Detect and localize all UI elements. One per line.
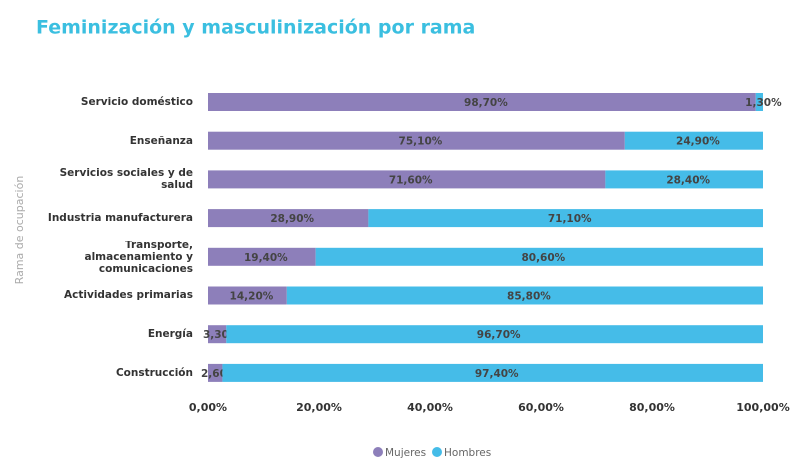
- category-label: Actividades primarias: [64, 289, 193, 302]
- legend-swatch: [432, 447, 442, 457]
- y-tick-label: Industria manufacturera: [47, 212, 193, 225]
- chart-title: Feminización y masculinización por rama: [36, 17, 475, 39]
- bar-segment: [208, 93, 756, 111]
- category-label: Construcción: [115, 366, 193, 379]
- bar-segment: [315, 247, 763, 266]
- category-label: Transporte, almacenamiento y comunicacio…: [84, 240, 194, 273]
- value-label: 80,60%: [521, 252, 565, 264]
- value-label: 71,60%: [389, 174, 433, 186]
- category-label: Industria manufacturera: [47, 212, 193, 225]
- x-tick-label: 60,00%: [518, 401, 564, 414]
- value-label: 85,80%: [507, 291, 551, 303]
- value-label: 96,70%: [477, 329, 521, 341]
- bar-segment: [286, 286, 763, 305]
- y-axis-title: Rama de ocupación: [13, 176, 26, 285]
- y-tick-label: Enseñanza: [129, 134, 193, 147]
- y-tick-label: Energía: [147, 328, 193, 341]
- bar-segment: [208, 286, 287, 305]
- bar-segment: [208, 363, 223, 382]
- bar-segment: [755, 93, 763, 111]
- legend-label: Mujeres: [385, 447, 426, 459]
- bar-segment: [208, 170, 606, 189]
- value-label: 97,40%: [475, 368, 519, 380]
- x-tick-label: 100,00%: [736, 401, 789, 414]
- category-label: Enseñanza: [129, 134, 193, 147]
- bar-segment: [208, 131, 625, 150]
- legend-swatch: [373, 447, 383, 457]
- y-tick-label: Servicio doméstico: [80, 95, 193, 108]
- value-label: 28,40%: [666, 174, 710, 186]
- bar-segment: [222, 363, 763, 382]
- x-tick-label: 40,00%: [407, 401, 453, 414]
- bar-segment: [624, 131, 763, 150]
- y-tick-label: Servicios sociales y de salud: [59, 167, 193, 192]
- y-tick-label: Transporte, almacenamiento y comunicacio…: [84, 240, 194, 273]
- bar-segment: [368, 209, 763, 228]
- y-tick-label: Construcción: [115, 366, 193, 379]
- bar-segment: [226, 325, 763, 344]
- value-label: 14,20%: [230, 291, 274, 303]
- x-tick-label: 0,00%: [189, 401, 227, 414]
- value-label: 24,90%: [676, 136, 720, 148]
- legend-label: Hombres: [444, 447, 491, 459]
- x-tick-label: 20,00%: [296, 401, 342, 414]
- bar-segment: [605, 170, 763, 189]
- bar-segment: [208, 325, 227, 344]
- value-label: 75,10%: [399, 136, 443, 148]
- value-label: 71,10%: [548, 213, 592, 225]
- bar-segment: [208, 209, 369, 228]
- value-label: 19,40%: [244, 252, 288, 264]
- category-label: Servicios sociales y de salud: [59, 167, 193, 192]
- category-label: Servicio doméstico: [80, 95, 193, 108]
- category-label: Energía: [147, 328, 193, 341]
- bar-segment: [208, 247, 316, 266]
- value-label: 1,30%: [745, 97, 782, 109]
- value-label: 28,90%: [270, 213, 314, 225]
- value-label: 98,70%: [464, 97, 508, 109]
- x-tick-label: 80,00%: [629, 401, 675, 414]
- y-tick-label: Actividades primarias: [64, 289, 193, 302]
